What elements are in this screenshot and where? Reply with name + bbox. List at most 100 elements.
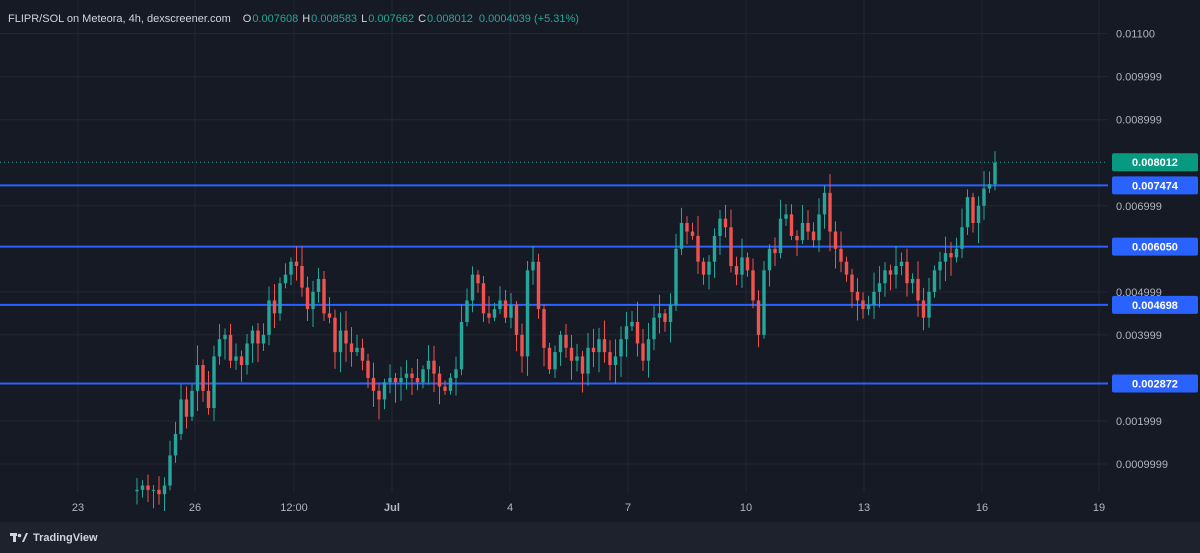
candle-body[interactable]	[498, 300, 502, 310]
candle-body[interactable]	[965, 197, 970, 228]
candle-body[interactable]	[696, 235, 700, 262]
candle-body[interactable]	[481, 283, 486, 314]
candle-body[interactable]	[745, 257, 750, 271]
candle-body[interactable]	[316, 278, 321, 292]
candle-body[interactable]	[239, 356, 244, 366]
candle-body[interactable]	[135, 489, 139, 492]
candle-body[interactable]	[767, 248, 772, 271]
candle-body[interactable]	[679, 222, 684, 249]
candle-body[interactable]	[646, 339, 651, 361]
candle-body[interactable]	[718, 218, 722, 236]
candle-body[interactable]	[773, 248, 777, 254]
candle-body[interactable]	[377, 390, 381, 400]
candle-body[interactable]	[657, 313, 662, 318]
candle-body[interactable]	[828, 192, 832, 232]
candle-body[interactable]	[173, 433, 178, 456]
level-price-tag[interactable]	[1112, 237, 1198, 256]
candle-body[interactable]	[162, 485, 167, 495]
candle-body[interactable]	[305, 287, 310, 310]
candle-body[interactable]	[410, 373, 414, 378]
candle-body[interactable]	[531, 261, 535, 271]
candle-body[interactable]	[800, 222, 805, 241]
candle-body[interactable]	[228, 334, 233, 361]
candle-body[interactable]	[894, 266, 898, 275]
candle-body[interactable]	[311, 291, 315, 310]
candle-body[interactable]	[564, 334, 568, 348]
candle-body[interactable]	[509, 304, 513, 318]
candle-body[interactable]	[569, 347, 574, 361]
candle-body[interactable]	[855, 291, 860, 301]
candle-body[interactable]	[454, 369, 458, 378]
candle-body[interactable]	[267, 300, 271, 335]
level-price-tag[interactable]	[1112, 374, 1198, 393]
candle-body[interactable]	[586, 347, 590, 374]
candle-body[interactable]	[190, 390, 194, 417]
candle-body[interactable]	[179, 399, 183, 434]
candle-body[interactable]	[817, 214, 821, 241]
candle-body[interactable]	[355, 347, 359, 353]
candle-body[interactable]	[459, 321, 464, 370]
candle-body[interactable]	[448, 377, 453, 391]
candle-body[interactable]	[613, 356, 618, 366]
candle-body[interactable]	[641, 343, 645, 361]
candle-body[interactable]	[888, 270, 893, 275]
candle-body[interactable]	[674, 248, 678, 305]
candle-body[interactable]	[663, 313, 667, 322]
candle-body[interactable]	[591, 347, 596, 353]
candle-body[interactable]	[470, 274, 475, 301]
candle-body[interactable]	[597, 339, 601, 353]
candle-body[interactable]	[525, 270, 530, 357]
candle-body[interactable]	[465, 300, 469, 322]
candle-body[interactable]	[707, 261, 711, 275]
candle-body[interactable]	[580, 356, 585, 374]
candle-body[interactable]	[344, 330, 348, 344]
candle-body[interactable]	[492, 309, 497, 318]
candle-body[interactable]	[388, 377, 392, 383]
candle-body[interactable]	[245, 343, 249, 366]
candle-body[interactable]	[261, 334, 266, 344]
candle-body[interactable]	[778, 218, 783, 254]
candle-body[interactable]	[217, 339, 222, 357]
candle-body[interactable]	[751, 270, 755, 301]
candle-body[interactable]	[322, 278, 326, 314]
candle-body[interactable]	[729, 227, 733, 267]
candle-body[interactable]	[426, 360, 431, 370]
candle-body[interactable]	[184, 399, 189, 417]
candle-body[interactable]	[833, 231, 838, 249]
candle-body[interactable]	[861, 300, 865, 310]
candle-body[interactable]	[954, 248, 959, 258]
candle-body[interactable]	[883, 270, 887, 284]
candle-body[interactable]	[283, 274, 288, 284]
candle-body[interactable]	[635, 321, 640, 344]
candle-body[interactable]	[250, 330, 255, 344]
candles[interactable]	[135, 151, 997, 512]
candle-body[interactable]	[382, 382, 387, 400]
candle-body[interactable]	[866, 304, 871, 310]
candle-body[interactable]	[949, 253, 953, 258]
candle-body[interactable]	[850, 274, 854, 292]
candle-body[interactable]	[223, 334, 227, 340]
candle-body[interactable]	[278, 283, 282, 314]
candle-body[interactable]	[294, 261, 299, 267]
candle-body[interactable]	[872, 291, 876, 305]
candle-body[interactable]	[806, 222, 810, 232]
candle-body[interactable]	[762, 270, 766, 335]
candle-body[interactable]	[360, 347, 365, 361]
candle-body[interactable]	[910, 278, 915, 284]
candle-body[interactable]	[916, 278, 920, 301]
candle-body[interactable]	[542, 309, 546, 348]
candle-body[interactable]	[195, 365, 200, 391]
chart-canvas[interactable]: 0.008012 0.007474 0.006050 0.004698 0.002872…	[0, 0, 1200, 522]
candle-body[interactable]	[811, 231, 816, 241]
candle-body[interactable]	[905, 261, 909, 284]
candle-body[interactable]	[877, 283, 882, 292]
candle-body[interactable]	[630, 321, 634, 327]
candle-body[interactable]	[421, 369, 425, 383]
candle-body[interactable]	[272, 300, 277, 314]
candle-body[interactable]	[371, 377, 376, 391]
candle-body[interactable]	[432, 360, 436, 374]
candle-body[interactable]	[327, 313, 332, 318]
candle-body[interactable]	[795, 235, 799, 241]
candle-body[interactable]	[234, 356, 238, 361]
